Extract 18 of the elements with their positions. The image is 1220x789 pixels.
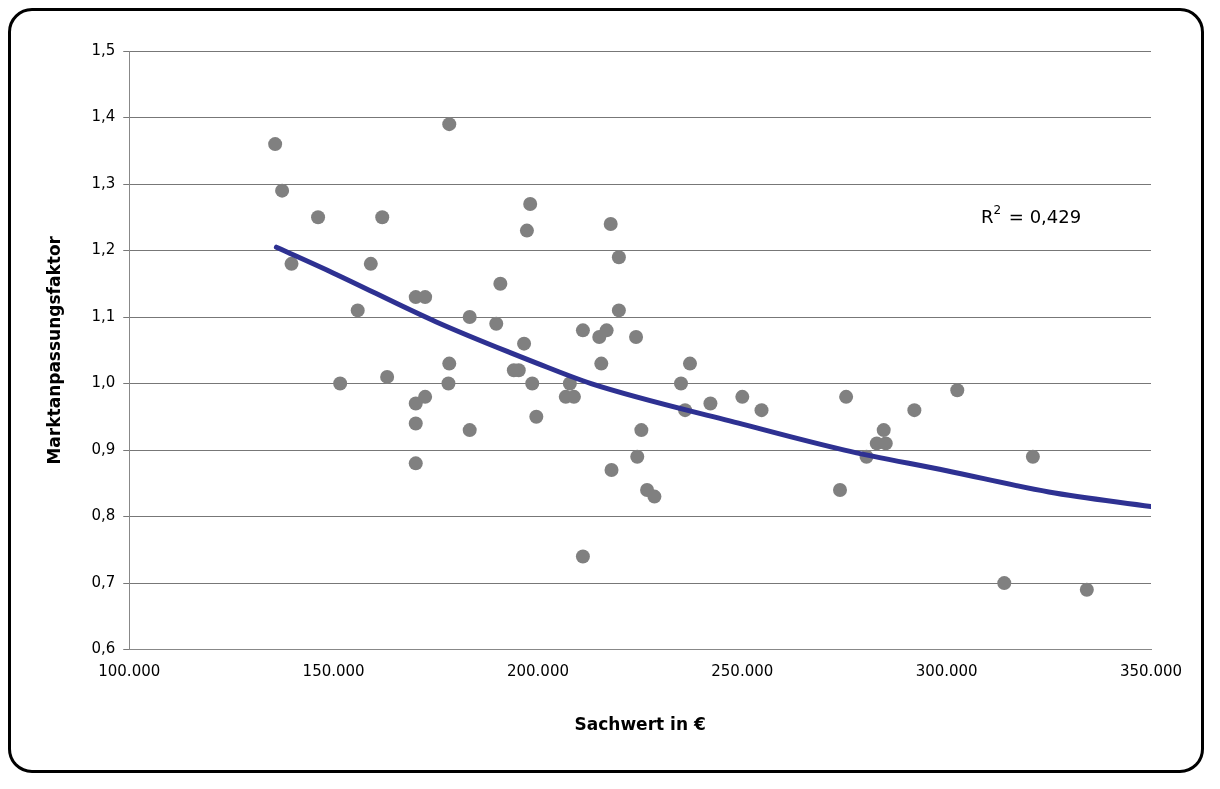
x-tick-label: 200.000 [506,662,569,681]
x-tick-label: 100.000 [98,662,161,681]
y-tick-label: 1,2 [91,240,116,259]
x-tick-label: 350.000 [1119,662,1183,681]
y-tick-label: 1,3 [91,173,116,192]
x-tick-label: 250.000 [711,662,774,681]
x-axis-title: Sachwert in € [574,714,706,735]
y-tick-label: 0,9 [91,439,116,458]
x-tick-label: 150.000 [302,662,365,681]
y-tick-label: 1,1 [91,306,116,325]
y-tick-label: 1,4 [91,107,116,126]
x-tick-label: 300.000 [915,662,978,681]
y-tick-label: 0,8 [91,506,116,525]
y-tick-label: 1,0 [91,373,116,392]
y-tick-label: 0,7 [91,572,116,591]
y-tick-label: 1,5 [91,40,116,59]
y-tick-label: 0,6 [91,639,116,658]
y-axis-title: Marktanpassungsfaktor [43,235,64,465]
